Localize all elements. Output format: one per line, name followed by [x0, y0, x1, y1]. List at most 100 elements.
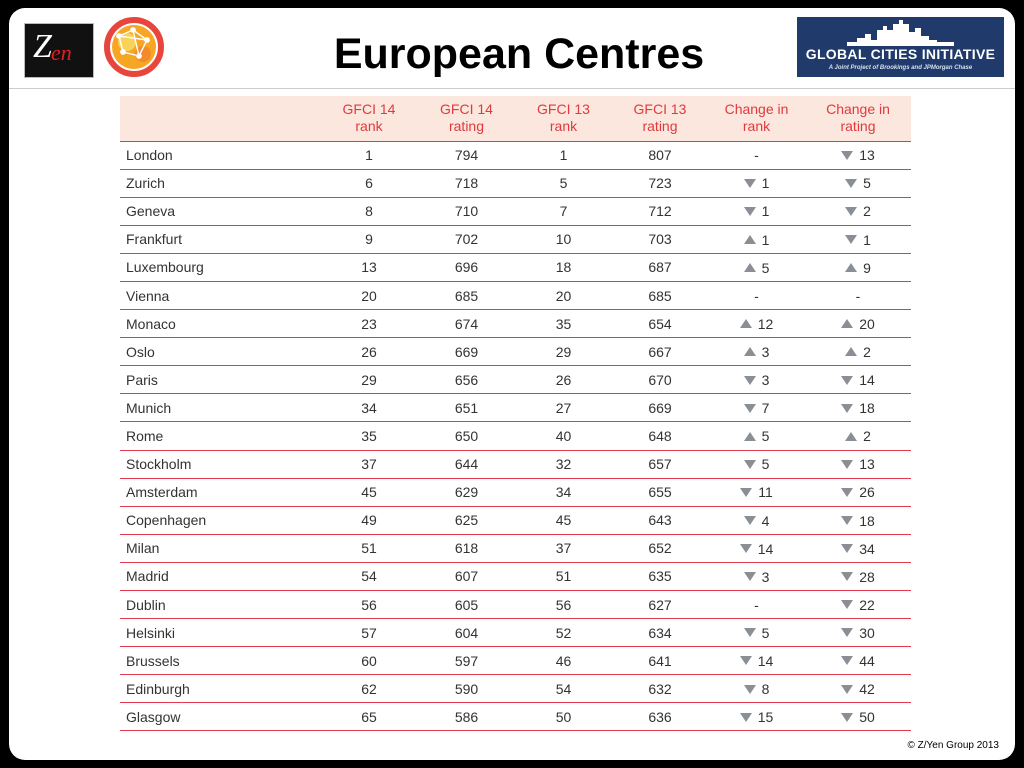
table-body: London 1 794 1 807-13 Zurich 6 718 5 723 1 5 Geneva 8…: [120, 141, 911, 731]
gfci14-rank-cell: 23: [361, 315, 377, 332]
header-divider: [9, 88, 1015, 89]
zyen-logo-z: Z: [33, 28, 52, 65]
change-amount: 13: [859, 456, 875, 473]
change-rank-cell: -: [708, 141, 805, 169]
change-amount: 50: [859, 709, 875, 726]
change-rating-cell: 30: [805, 619, 911, 647]
change-rank-cell: 11: [708, 478, 805, 506]
change-amount: 5: [761, 624, 770, 641]
change-amount: 5: [761, 259, 770, 276]
column-header-change-rank: Change in rank: [724, 101, 789, 135]
change-value: 28: [841, 569, 875, 585]
gfci14-rating-cell: 685: [454, 287, 479, 304]
gfci13-rating-cell: 685: [648, 287, 672, 304]
table-row: Helsinki 57 604 52 634 5 30: [120, 618, 911, 647]
change-amount: 7: [761, 400, 770, 417]
change-amount: 8: [761, 681, 770, 698]
change-amount: 30: [859, 624, 875, 641]
gfci13-rating-cell: 807: [648, 147, 672, 164]
gci-tagline: A Joint Project of Brookings and JPMorga…: [828, 65, 973, 71]
triangle-down-icon: [743, 375, 756, 385]
change-value: -: [754, 597, 759, 613]
change-rank-cell: 12: [708, 310, 805, 338]
gfci13-rank-cell: 32: [555, 456, 572, 473]
gfci13-rank-cell: 51: [555, 568, 572, 585]
triangle-down-icon: [841, 572, 854, 582]
triangle-down-icon: [743, 459, 756, 469]
triangle-down-icon: [743, 516, 756, 526]
change-amount: 5: [863, 175, 871, 192]
change-rank-cell: 15: [708, 703, 805, 731]
gfci14-rating-cell: 669: [454, 343, 479, 360]
column-header-gfci13-rating: GFCI 13 rating: [633, 101, 687, 135]
change-amount: 3: [761, 372, 770, 389]
change-amount: 18: [859, 512, 875, 529]
gfci14-rating-cell: 629: [454, 484, 479, 501]
gfci14-rating-cell: 625: [454, 512, 479, 529]
change-amount: 22: [859, 596, 875, 613]
city-name-cell: Brussels: [126, 652, 180, 669]
triangle-down-icon: [841, 487, 854, 497]
change-rating-cell: 50: [805, 703, 911, 731]
zyen-logo-en: en: [51, 40, 72, 65]
triangle-down-icon: [841, 544, 854, 554]
gfci14-rank-cell: 1: [365, 147, 373, 164]
gfci13-rating-cell: 632: [648, 680, 672, 697]
change-value: 3: [743, 344, 769, 360]
change-rating-cell: 13: [805, 141, 911, 169]
change-value: -: [856, 288, 861, 304]
change-amount: -: [754, 287, 759, 304]
city-name-cell: Copenhagen: [126, 512, 207, 529]
change-value: 1: [743, 175, 770, 192]
change-rating-cell: 1: [805, 225, 911, 253]
copyright-text: © Z/Yen Group 2013: [907, 740, 999, 751]
change-rating-cell: 20: [805, 310, 911, 338]
change-value: 44: [841, 653, 875, 669]
change-amount: 13: [859, 147, 875, 164]
gfci14-rating-cell: 696: [454, 259, 479, 276]
change-value: 5: [845, 175, 871, 191]
city-name-cell: Rome: [126, 427, 164, 444]
change-value: 2: [845, 203, 871, 219]
triangle-down-icon: [841, 459, 854, 469]
change-amount: 1: [761, 203, 770, 220]
table-row: Amsterdam 45 629 34 655 11 26: [120, 478, 911, 506]
gfci13-rank-cell: 46: [555, 652, 572, 669]
gfci13-rating-cell: 634: [648, 624, 672, 641]
table-row: Edinburgh 62 590 54 632 8 42: [120, 674, 911, 703]
table-header-row: GFCI 14 rank GFCI 14 rating GFCI 13 rank GF…: [120, 96, 911, 141]
table-row: Luxembourg 13 696 18 687 5 9: [120, 253, 911, 281]
change-amount: 1: [761, 175, 770, 192]
city-name-cell: Monaco: [126, 315, 176, 332]
change-rating-cell: 22: [805, 591, 911, 619]
table-row: Geneva 8 710 7 712 1 2: [120, 197, 911, 225]
triangle-up-icon: [739, 319, 752, 329]
change-rank-cell: 7: [708, 394, 805, 422]
triangle-down-icon: [841, 403, 854, 413]
table-row: Rome 35 650 40 648 5 2: [120, 421, 911, 450]
gfci13-rank-cell: 40: [555, 427, 572, 444]
gfci14-rating-cell: 590: [454, 680, 479, 697]
gfci14-rating-cell: 718: [454, 175, 479, 192]
triangle-down-icon: [743, 178, 756, 188]
gfci13-rating-cell: 712: [648, 203, 672, 220]
change-rating-cell: 18: [805, 506, 911, 534]
gfci14-rank-cell: 20: [361, 287, 377, 304]
change-value: 14: [739, 653, 773, 669]
triangle-up-icon: [845, 263, 858, 273]
gfci13-rank-cell: 1: [559, 147, 568, 164]
change-value: 20: [841, 316, 875, 332]
change-amount: 3: [761, 568, 770, 585]
city-name-cell: Vienna: [126, 287, 170, 304]
change-value: 14: [841, 372, 875, 388]
change-amount: 26: [859, 484, 875, 501]
triangle-up-icon: [845, 347, 858, 357]
change-rank-cell: -: [708, 281, 805, 309]
table-row: Munich 34 651 27 669 7 18: [120, 393, 911, 422]
column-header-change-rating: Change in rating: [826, 101, 890, 135]
change-amount: 1: [863, 231, 871, 248]
change-rating-cell: 5: [805, 169, 911, 197]
triangle-down-icon: [743, 206, 756, 216]
change-amount: 2: [863, 203, 871, 220]
change-amount: -: [754, 147, 759, 164]
